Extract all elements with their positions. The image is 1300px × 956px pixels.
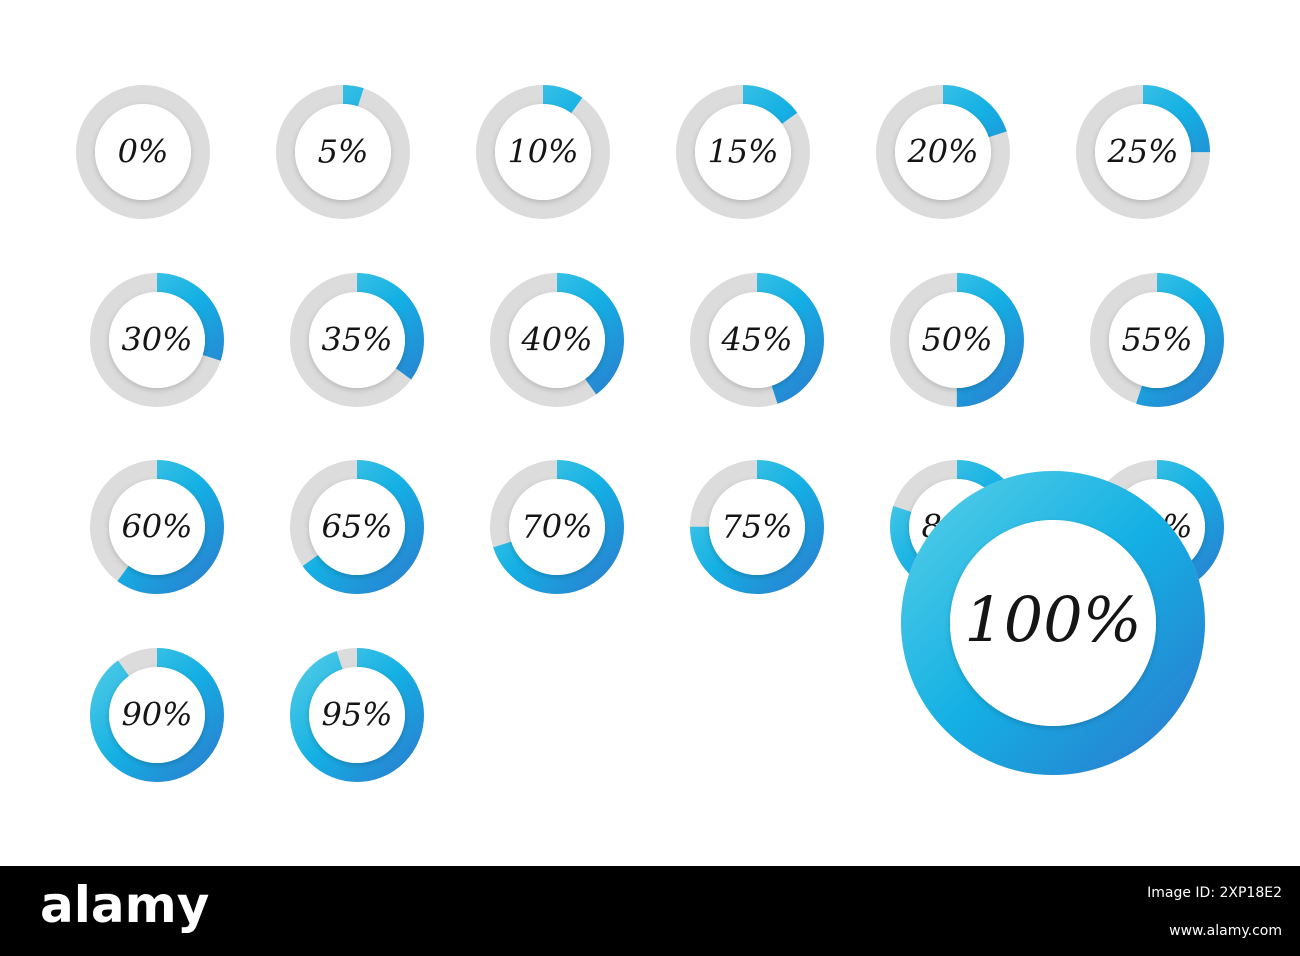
ring-center — [109, 292, 205, 388]
ring-progress — [490, 460, 624, 594]
ring-center — [695, 104, 791, 200]
ring-center — [309, 667, 405, 763]
footer-bar — [0, 866, 1300, 956]
ring-center — [950, 520, 1156, 726]
ring-progress — [690, 273, 824, 407]
percent-label: 35% — [321, 321, 392, 359]
ring-center — [709, 479, 805, 575]
ring-progress — [90, 648, 224, 782]
ring-center — [109, 479, 205, 575]
percent-label: 5% — [318, 133, 369, 171]
ring-progress — [676, 85, 810, 219]
percent-label: 0% — [118, 133, 169, 171]
ring-center — [895, 104, 991, 200]
ring-center — [709, 292, 805, 388]
ring-progress — [876, 85, 1010, 219]
percent-label: 65% — [321, 508, 392, 546]
ring-center — [1095, 104, 1191, 200]
ring-center — [509, 292, 605, 388]
ring-center — [309, 479, 405, 575]
ring-track — [76, 85, 210, 219]
percent-label: 100% — [964, 583, 1141, 656]
ring-progress — [90, 273, 224, 407]
percent-label: 15% — [707, 133, 778, 171]
ring-center — [109, 667, 205, 763]
percent-label: 40% — [520, 321, 592, 359]
ring-progress — [1090, 273, 1224, 407]
ring-progress — [90, 460, 224, 594]
ring-progress — [476, 85, 610, 219]
ring-center — [509, 479, 605, 575]
percent-label: 55% — [1121, 321, 1192, 359]
ring-progress — [276, 85, 410, 219]
percent-label: 95% — [321, 696, 392, 734]
percent-label: 20% — [906, 133, 978, 171]
logo: alamy — [40, 876, 209, 934]
ring-progress — [290, 648, 424, 782]
ring-center — [909, 292, 1005, 388]
url: www.alamy.com — [1169, 923, 1282, 939]
percent-label: 60% — [121, 508, 192, 546]
ring-progress — [290, 273, 424, 407]
image-id: Image ID: 2XP18E2 — [1147, 885, 1282, 901]
percent-label: 50% — [921, 321, 992, 359]
percent-label: 45% — [720, 321, 792, 359]
ring-progress — [290, 460, 424, 594]
ring-progress — [1076, 85, 1210, 219]
ring-progress — [490, 273, 624, 407]
ring-progress — [901, 471, 1205, 775]
ring-center — [95, 104, 191, 200]
percent-label: 90% — [121, 696, 192, 734]
percent-label: 25% — [1106, 133, 1178, 171]
percent-label: 70% — [521, 508, 592, 546]
percent-label: 10% — [507, 133, 578, 171]
ring-center — [309, 292, 405, 388]
percent-label: 30% — [121, 321, 192, 359]
ring-progress — [690, 460, 824, 594]
rings: 0% 5% 10% 15% 20% 25% 30% 35% 40% 45% 50% 55% 60% 65%… — [76, 85, 1224, 782]
ring-center — [295, 104, 391, 200]
ring-center — [495, 104, 591, 200]
ring-progress — [890, 273, 1024, 407]
ring-center — [1109, 292, 1205, 388]
percent-label: 75% — [721, 508, 792, 546]
